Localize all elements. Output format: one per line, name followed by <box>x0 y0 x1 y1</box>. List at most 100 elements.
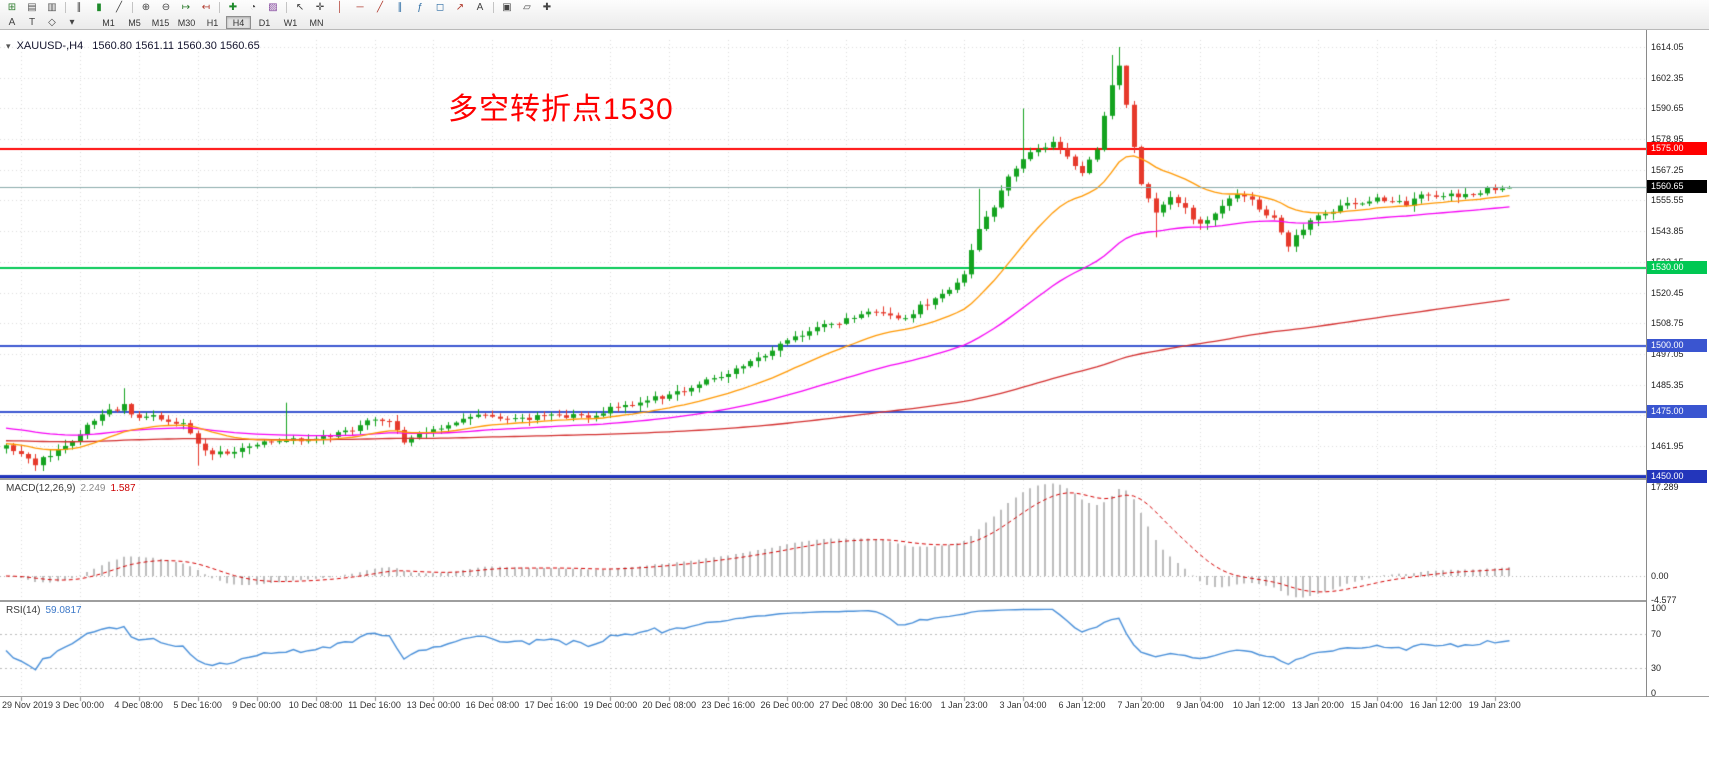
horizontal-line-icon[interactable]: ─ <box>356 2 364 13</box>
chart-annotation-text[interactable]: 多空转折点1530 <box>448 93 674 126</box>
timeframe-mn[interactable]: MN <box>309 17 324 28</box>
timeframe-h4[interactable]: H4 <box>226 16 251 29</box>
hline-price-tag: 1450.00 <box>1647 470 1707 484</box>
fibonacci-icon[interactable]: ƒ <box>417 2 423 13</box>
hline-price-tag: 1530.00 <box>1647 260 1707 274</box>
charts-icon[interactable]: ▤ <box>27 2 37 13</box>
time-axis-label: 29 Nov 2019 <box>2 700 54 710</box>
periods-icon[interactable]: ◔ <box>249 2 257 13</box>
symbol-ohlc-values: 1560.80 1561.11 1560.30 1560.65 <box>92 40 260 52</box>
time-axis-label: 7 Jan 20:00 <box>1117 700 1165 710</box>
time-axis-label: 19 Jan 23:00 <box>1468 700 1521 710</box>
price-axis-label: 1461.95 <box>1651 441 1684 452</box>
timeframe-w1[interactable]: W1 <box>283 17 298 28</box>
hline-price-tag: 1500.00 <box>1647 339 1707 353</box>
toolbar-separator <box>65 2 66 13</box>
equidistant-channel-icon[interactable]: ∥ <box>397 2 403 13</box>
bid-price-tag: 1560.65 <box>1647 180 1707 194</box>
time-axis-label: 9 Dec 00:00 <box>232 700 281 710</box>
time-axis-label: 16 Jan 12:00 <box>1409 700 1462 710</box>
shapes-icon[interactable]: ◻ <box>435 2 445 13</box>
timeframe-h1[interactable]: H1 <box>206 17 219 28</box>
objects-dropdown-arrow-icon[interactable]: ▾ <box>69 17 75 28</box>
price-axis-label: 1520.45 <box>1651 287 1684 298</box>
rsi-value: 59.0817 <box>45 605 82 616</box>
time-axis-label: 20 Dec 08:00 <box>642 700 697 710</box>
hline-price-tag: 1475.00 <box>1647 404 1707 418</box>
new-order-icon[interactable]: ⊞ <box>7 2 17 13</box>
auto-scroll-icon[interactable]: ↦ <box>181 2 191 13</box>
rsi-axis-label: 70 <box>1651 628 1662 639</box>
candlestick-chart-icon[interactable]: ▮ <box>96 2 102 13</box>
macd-indicator-label: MACD(12,26,9) 2.249 1.587 <box>6 483 136 494</box>
indicators-icon[interactable]: ✚ <box>228 2 238 13</box>
text-icon[interactable]: A <box>476 2 484 13</box>
timeframe-m15[interactable]: M15 <box>151 17 170 28</box>
timeframe-m5[interactable]: M5 <box>128 17 141 28</box>
toolbar-row2: A T ◇ ▾ M1 M5 M15 M30 H1 H4 D1 W1 MN <box>0 15 1709 30</box>
new-chart-window-icon[interactable]: ✚ <box>542 2 552 13</box>
time-axis-label: 10 Jan 12:00 <box>1232 700 1285 710</box>
price-axis-label: 1590.65 <box>1651 103 1684 114</box>
price-axis-label: 1508.75 <box>1651 318 1684 329</box>
price-axis[interactable]: 1614.05 1602.35 1590.65 1578.95 1567.25 1555.… <box>1647 30 1709 698</box>
price-axis-label: 1567.25 <box>1651 164 1684 175</box>
cascade-windows-icon[interactable]: ▱ <box>523 2 531 13</box>
tile-windows-icon[interactable]: ▣ <box>502 2 512 13</box>
profiles-icon[interactable]: ▥ <box>47 2 57 13</box>
arrows-icon[interactable]: ↗ <box>455 2 465 13</box>
objects-tool-icon[interactable]: ◇ <box>48 17 56 28</box>
time-axis-label: 15 Jan 04:00 <box>1350 700 1403 710</box>
time-axis-label: 10 Dec 08:00 <box>288 700 343 710</box>
price-axis-label: 1614.05 <box>1651 42 1684 52</box>
time-axis-label: 3 Dec 00:00 <box>55 700 104 710</box>
macd-main-value: 2.249 <box>80 483 106 494</box>
pane-separator[interactable] <box>0 478 1709 480</box>
text-label-tool-icon[interactable]: T <box>28 17 36 28</box>
zoom-out-icon[interactable]: ⊖ <box>161 2 171 13</box>
macd-name: MACD(12,26,9) <box>6 483 76 494</box>
rsi-axis-label: 100 <box>1651 603 1667 613</box>
pane-separator <box>0 696 1709 697</box>
expand-arrow-icon[interactable]: ▾ <box>6 41 11 51</box>
macd-axis-label: -4.577 <box>1651 594 1677 605</box>
pointer-a-tool-icon[interactable]: A <box>8 17 16 28</box>
crosshair-icon[interactable]: ✛ <box>315 2 325 13</box>
hline-price-tag: 1575.00 <box>1647 142 1707 156</box>
macd-signal-value: 1.587 <box>110 483 136 494</box>
trendline-icon[interactable]: ╱ <box>376 2 384 13</box>
time-axis-label: 26 Dec 00:00 <box>760 700 814 710</box>
rsi-axis-label: 0 <box>1651 688 1657 698</box>
time-axis-label: 13 Dec 00:00 <box>406 700 461 710</box>
cursor-icon[interactable]: ↖ <box>295 2 305 13</box>
toolbar-separator <box>286 2 287 13</box>
price-axis-label: 1578.95 <box>1651 134 1684 145</box>
templates-icon[interactable]: ▨ <box>268 2 278 13</box>
line-chart-icon[interactable]: ╱ <box>115 2 123 13</box>
time-axis[interactable]: 29 Nov 2019 3 Dec 00:00 4 Dec 08:00 5 Dec 1… <box>0 700 1646 716</box>
price-axis-label: 1543.85 <box>1651 226 1684 237</box>
price-axis-label: 1485.35 <box>1651 379 1684 390</box>
timeframe-m1[interactable]: M1 <box>102 17 115 28</box>
price-axis-border <box>1646 30 1647 697</box>
rsi-name: RSI(14) <box>6 605 41 616</box>
price-axis-label: 1555.55 <box>1651 195 1684 206</box>
price-axis-label: 1497.05 <box>1651 348 1684 359</box>
chart-shift-icon[interactable]: ↤ <box>201 2 211 13</box>
time-axis-label: 23 Dec 16:00 <box>701 700 756 710</box>
price-chart-canvas[interactable] <box>0 30 1646 720</box>
toolbar-tools: A T ◇ ▾ <box>2 16 82 29</box>
zoom-in-icon[interactable]: ⊕ <box>141 2 151 13</box>
time-axis-label: 9 Jan 04:00 <box>1176 700 1224 710</box>
time-axis-label: 11 Dec 16:00 <box>348 700 401 710</box>
pane-separator[interactable] <box>0 600 1709 602</box>
macd-axis-label: 17.289 <box>1651 481 1679 492</box>
price-axis-label: 1602.35 <box>1651 72 1684 83</box>
time-axis-label: 16 Dec 08:00 <box>465 700 520 710</box>
main-toolbar: ⊞ ▤ ▥ ∥ ▮ ╱ ⊕ ⊖ ↦ ↤ ✚ ◔ ▨ ↖ ✛ │ ─ ╱ ∥ ƒ ◻ ↗ A ▣ ▱ ✚ A T ◇ ▾ M1 M5 M15 M… <box>0 0 1709 30</box>
timeframe-m30[interactable]: M30 <box>177 17 196 28</box>
bar-chart-icon[interactable]: ∥ <box>76 2 82 13</box>
vertical-line-icon[interactable]: │ <box>336 2 344 13</box>
timeframe-d1[interactable]: D1 <box>258 17 271 28</box>
time-axis-label: 3 Jan 04:00 <box>999 700 1047 710</box>
